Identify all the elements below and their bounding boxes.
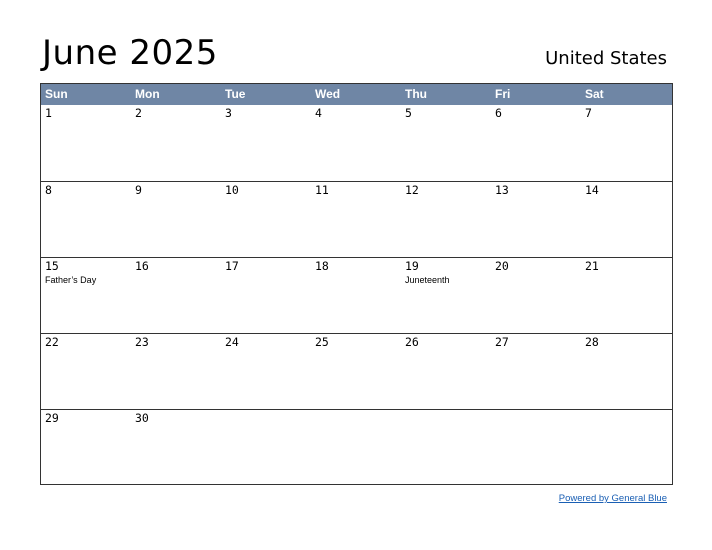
day-number: 30 [135, 411, 149, 425]
weekday-sun: Sun [45, 87, 68, 101]
weekday-thu: Thu [405, 87, 427, 101]
day-cell: 22 [41, 334, 131, 409]
weekday-header-row: Sun Mon Tue Wed Thu Fri Sat [41, 84, 672, 105]
day-number: 26 [405, 335, 419, 349]
day-cell: 9 [131, 182, 221, 257]
day-number: 27 [495, 335, 509, 349]
day-cell [491, 410, 581, 485]
day-number: 25 [315, 335, 329, 349]
week-row: 1 2 3 4 5 6 7 [41, 105, 672, 181]
day-cell: 28 [581, 334, 672, 409]
day-number: 8 [45, 183, 52, 197]
day-number: 29 [45, 411, 59, 425]
day-cell: 5 [401, 105, 491, 181]
day-cell [401, 410, 491, 485]
day-number: 3 [225, 106, 232, 120]
day-cell: 2 [131, 105, 221, 181]
day-number: 22 [45, 335, 59, 349]
country-label: United States [545, 48, 667, 69]
weekday-mon: Mon [135, 87, 160, 101]
holiday-label: Juneteenth [405, 275, 450, 285]
day-number: 2 [135, 106, 142, 120]
day-cell: 6 [491, 105, 581, 181]
day-number: 21 [585, 259, 599, 273]
day-number: 7 [585, 106, 592, 120]
day-cell: 11 [311, 182, 401, 257]
day-cell [221, 410, 311, 485]
day-cell: 21 [581, 258, 672, 333]
week-row: 15 Father’s Day 16 17 18 19 Juneteenth 20 … [41, 257, 672, 333]
day-cell: 27 [491, 334, 581, 409]
week-row: 22 23 24 25 26 27 28 [41, 333, 672, 409]
powered-by-link[interactable]: Powered by General Blue [558, 493, 667, 504]
day-cell [311, 410, 401, 485]
weekday-tue: Tue [225, 87, 246, 101]
day-cell: 12 [401, 182, 491, 257]
day-number: 9 [135, 183, 142, 197]
day-cell: 13 [491, 182, 581, 257]
day-number: 12 [405, 183, 419, 197]
day-number: 15 [45, 259, 59, 273]
day-cell: 10 [221, 182, 311, 257]
day-number: 11 [315, 183, 329, 197]
holiday-label: Father’s Day [45, 275, 97, 285]
weekday-fri: Fri [495, 87, 511, 101]
day-number: 5 [405, 106, 412, 120]
week-row: 29 30 [41, 409, 672, 485]
day-cell: 1 [41, 105, 131, 181]
day-cell: 18 [311, 258, 401, 333]
day-cell: 8 [41, 182, 131, 257]
day-number: 4 [315, 106, 322, 120]
day-cell: 19 Juneteenth [401, 258, 491, 333]
day-cell: 30 [131, 410, 221, 485]
day-cell: 24 [221, 334, 311, 409]
day-number: 6 [495, 106, 502, 120]
weekday-sat: Sat [585, 87, 604, 101]
day-cell: 20 [491, 258, 581, 333]
day-number: 13 [495, 183, 509, 197]
week-row: 8 9 10 11 12 13 14 [41, 181, 672, 257]
day-number: 24 [225, 335, 239, 349]
day-number: 18 [315, 259, 329, 273]
day-cell: 16 [131, 258, 221, 333]
day-number: 28 [585, 335, 599, 349]
day-cell: 29 [41, 410, 131, 485]
day-number: 20 [495, 259, 509, 273]
day-number: 19 [405, 259, 419, 273]
day-number: 1 [45, 106, 52, 120]
calendar-title: June 2025 [42, 33, 218, 73]
day-cell: 3 [221, 105, 311, 181]
day-cell [581, 410, 672, 485]
day-cell: 26 [401, 334, 491, 409]
day-number: 10 [225, 183, 239, 197]
day-cell: 14 [581, 182, 672, 257]
day-number: 23 [135, 335, 149, 349]
day-cell: 7 [581, 105, 672, 181]
day-cell: 23 [131, 334, 221, 409]
day-cell: 4 [311, 105, 401, 181]
day-cell: 15 Father’s Day [41, 258, 131, 333]
weekday-wed: Wed [315, 87, 341, 101]
calendar-grid: Sun Mon Tue Wed Thu Fri Sat 1 2 3 4 5 6 … [40, 83, 673, 485]
day-cell: 25 [311, 334, 401, 409]
day-number: 16 [135, 259, 149, 273]
day-cell: 17 [221, 258, 311, 333]
day-number: 17 [225, 259, 239, 273]
day-number: 14 [585, 183, 599, 197]
